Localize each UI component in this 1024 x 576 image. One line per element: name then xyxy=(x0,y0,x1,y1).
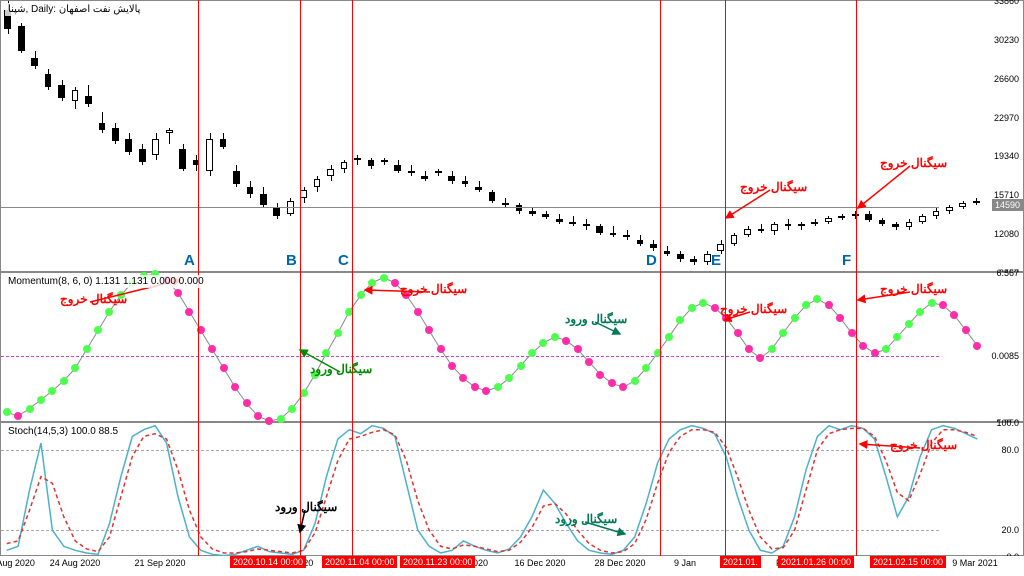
momentum-panel: 6.5670.0085-5.350 Momentum(8, 6, 0) 1.13… xyxy=(0,272,1024,422)
price-yaxis: 8450120801571019340229702660030230338601… xyxy=(981,1,1023,271)
price-title: شپنا, Daily: پالایش نفت اصفهان xyxy=(5,3,143,16)
stoch-panel: 0.020.080.0100.0 Stoch(14,5,3) 100.0 88.… xyxy=(0,422,1024,556)
price-panel: 8450120801571019340229702660030230338601… xyxy=(0,0,1024,272)
momentum-chart-area[interactable] xyxy=(1,273,981,421)
price-chart-area[interactable] xyxy=(1,1,981,271)
time-axis: 11 Aug 202024 Aug 202021 Sep 2020Oct 202… xyxy=(0,556,1024,576)
momentum-yaxis: 6.5670.0085-5.350 xyxy=(981,273,1023,421)
momentum-title: Momentum(8, 6, 0) 1.131 1.131 0.000 0.00… xyxy=(5,275,207,288)
stoch-title: Stoch(14,5,3) 100.0 88.5 xyxy=(5,425,121,438)
stoch-yaxis: 0.020.080.0100.0 xyxy=(981,423,1023,555)
stoch-chart-area[interactable] xyxy=(1,423,981,555)
